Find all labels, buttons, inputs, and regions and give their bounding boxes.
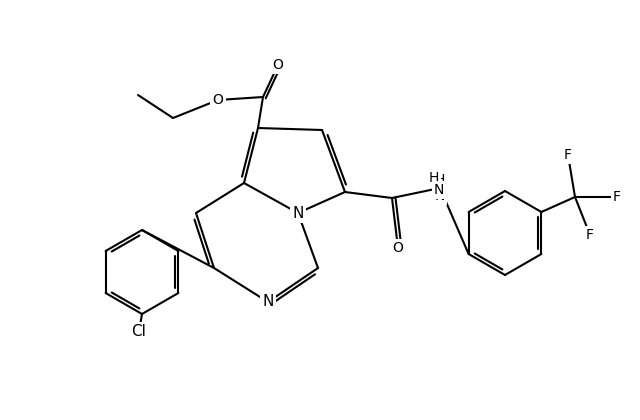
Text: F: F <box>564 148 572 162</box>
Text: N: N <box>262 294 274 310</box>
Text: H: H <box>429 171 439 185</box>
Text: O: O <box>273 58 284 72</box>
Text: H
N: H N <box>435 173 445 203</box>
Text: F: F <box>613 190 621 204</box>
Text: O: O <box>392 241 403 255</box>
Text: O: O <box>212 93 223 107</box>
Text: N: N <box>434 183 444 197</box>
Text: N: N <box>292 205 304 220</box>
Text: F: F <box>586 228 594 242</box>
Text: Cl: Cl <box>132 325 147 339</box>
